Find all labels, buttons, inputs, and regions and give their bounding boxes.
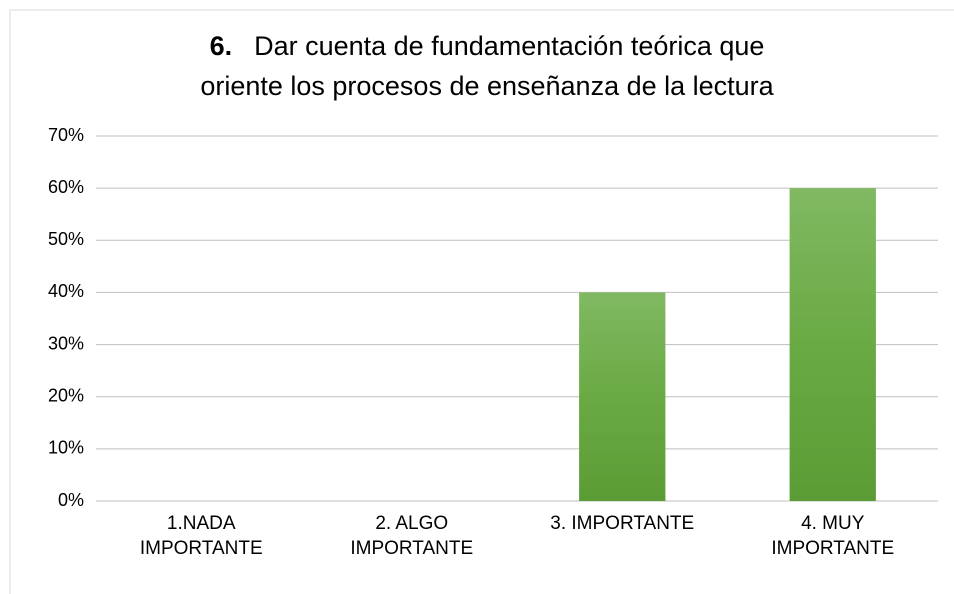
y-tick-label: 70% xyxy=(48,125,84,145)
y-tick-label: 50% xyxy=(48,229,84,249)
y-tick-label: 30% xyxy=(48,333,84,353)
y-tick-label: 60% xyxy=(48,177,84,197)
x-tick-label: IMPORTANTE xyxy=(140,538,263,559)
x-tick-label: 1.NADA xyxy=(167,513,236,534)
y-tick-label: 40% xyxy=(48,281,84,301)
title-line: Dar cuenta de fundamentación teórica que xyxy=(254,31,764,61)
x-tick-label: IMPORTANTE xyxy=(350,538,473,559)
x-tick-label: 4. MUY xyxy=(801,513,865,534)
x-tick-label: IMPORTANTE xyxy=(771,538,894,559)
y-tick-label: 0% xyxy=(58,490,84,510)
y-tick-label: 20% xyxy=(48,385,84,405)
bar xyxy=(789,188,876,501)
y-tick-label: 10% xyxy=(48,438,84,458)
x-tick-label: 2. ALGO xyxy=(375,513,448,534)
title-line: oriente los procesos de enseñanza de la … xyxy=(200,71,774,101)
bar xyxy=(579,292,666,501)
title-number: 6. xyxy=(210,31,233,61)
x-tick-label: 3. IMPORTANTE xyxy=(550,513,694,534)
chart-title: 6. Dar cuenta de fundamentación teórica q… xyxy=(210,31,765,61)
